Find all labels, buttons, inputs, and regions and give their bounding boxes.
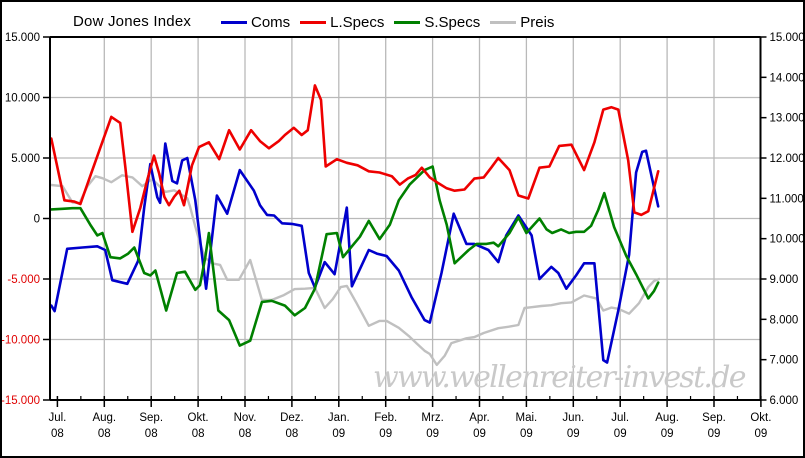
left-axis-tick-label: 10.000 <box>5 93 40 105</box>
series-coms-line <box>49 142 660 364</box>
x-axis-year-label: 09 <box>426 428 439 440</box>
x-axis-month-label: Sep. <box>139 412 163 424</box>
right-axis-tick-label: 8.000 <box>770 314 799 326</box>
right-axis-labels: 15.000 14.000 13.000 12.000 11.000 10.000 9.00… <box>760 32 804 407</box>
right-axis-tick-label: 13.000 <box>770 113 804 125</box>
legend-label: L.Specs <box>330 13 385 31</box>
x-axis-month-label: Jun. <box>562 412 584 424</box>
right-axis-tick-label: 12.000 <box>770 153 804 165</box>
x-axis-month-label: Mrz. <box>421 412 443 424</box>
right-axis-tick-label: 15.000 <box>770 32 804 44</box>
x-axis-month-label: Sep. <box>702 412 726 424</box>
x-axis-year-label: 09 <box>567 428 580 440</box>
series-lspecs-line <box>49 84 660 234</box>
x-axis-year-label: 08 <box>192 428 205 440</box>
x-axis-year-label: 09 <box>614 428 627 440</box>
left-axis-labels: 15.000 10.000 5.000 0 -5.000 -10.000 -15.000 <box>2 32 50 407</box>
x-axis-year-label: 09 <box>473 428 486 440</box>
right-axis-tick-label: 9.000 <box>770 274 799 286</box>
legend-label: Preis <box>520 13 555 31</box>
x-axis-month-label: Jul. <box>611 412 629 424</box>
x-axis-year-label: 09 <box>520 428 533 440</box>
left-axis-tick-label: -10.000 <box>2 335 40 347</box>
legend-swatch-icon <box>221 20 247 24</box>
legend-item-lspecs: L.Specs <box>300 14 384 31</box>
x-axis-year-label: 09 <box>379 428 392 440</box>
x-axis-year-label: 09 <box>332 428 345 440</box>
x-axis-month-label: Okt. <box>750 412 771 424</box>
x-axis-year-label: 09 <box>755 428 768 440</box>
watermark-text: www.wellenreiter-invest.de <box>373 360 747 395</box>
x-axis-year-label: 08 <box>98 428 111 440</box>
left-axis-tick-label: 15.000 <box>5 32 40 44</box>
x-axis-year-label: 09 <box>708 428 721 440</box>
legend-swatch-icon <box>300 20 327 24</box>
chart-title: Dow Jones Index <box>73 13 192 30</box>
legend: Coms L.Specs S.Specs Preis <box>221 10 554 34</box>
right-axis-tick-label: 10.000 <box>770 234 804 246</box>
left-axis-tick-label: 5.000 <box>11 153 40 165</box>
legend-swatch-icon <box>490 20 517 24</box>
x-axis-year-label: 08 <box>239 428 252 440</box>
x-axis-month-label: Dez. <box>280 412 304 424</box>
legend-swatch-icon <box>394 20 421 24</box>
legend-label: S.Specs <box>424 13 481 31</box>
right-axis-tick-label: 11.000 <box>770 193 804 205</box>
x-axis-month-label: Jul. <box>48 412 66 424</box>
x-axis-month-label: Feb. <box>374 412 397 424</box>
x-axis-month-label: Nov. <box>234 412 257 424</box>
legend-item-sspecs: S.Specs <box>394 14 480 31</box>
x-axis-month-label: Okt. <box>188 412 209 424</box>
x-axis-month-label: Aug. <box>655 412 679 424</box>
x-axis-year-label: 08 <box>145 428 158 440</box>
legend-item-preis: Preis <box>490 14 554 31</box>
watermark: www.wellenreiter-invest.de <box>373 360 747 395</box>
series-lines <box>49 84 661 367</box>
legend-label: Coms <box>251 13 291 31</box>
right-axis-tick-label: 7.000 <box>770 355 799 367</box>
right-axis-tick-label: 6.000 <box>770 395 799 407</box>
right-axis-tick-label: 14.000 <box>770 72 804 84</box>
left-axis-tick-label: -5.000 <box>7 274 40 286</box>
x-axis-year-label: 08 <box>286 428 299 440</box>
x-axis-year-label: 09 <box>661 428 674 440</box>
x-axis-labels: Jul. 08 Aug. 08 Sep. 08 Okt. 08 Nov. 08 Dez. 08 Jan.… <box>48 396 771 440</box>
x-axis-month-label: Aug. <box>92 412 116 424</box>
left-axis-tick-label: 0 <box>34 214 40 226</box>
grid-lines <box>50 37 761 400</box>
chart-header: Dow Jones Index Coms L.Specs S.Specs Preis <box>2 10 803 34</box>
series-sspecs-line <box>49 165 660 347</box>
x-axis-month-label: Jan. <box>328 412 350 424</box>
x-axis-month-label: Apr. <box>469 412 489 424</box>
x-axis-year-label: 08 <box>51 428 64 440</box>
left-axis-tick-label: -15.000 <box>2 395 40 407</box>
x-axis-month-label: Mai. <box>516 412 538 424</box>
legend-item-coms: Coms <box>221 14 290 31</box>
